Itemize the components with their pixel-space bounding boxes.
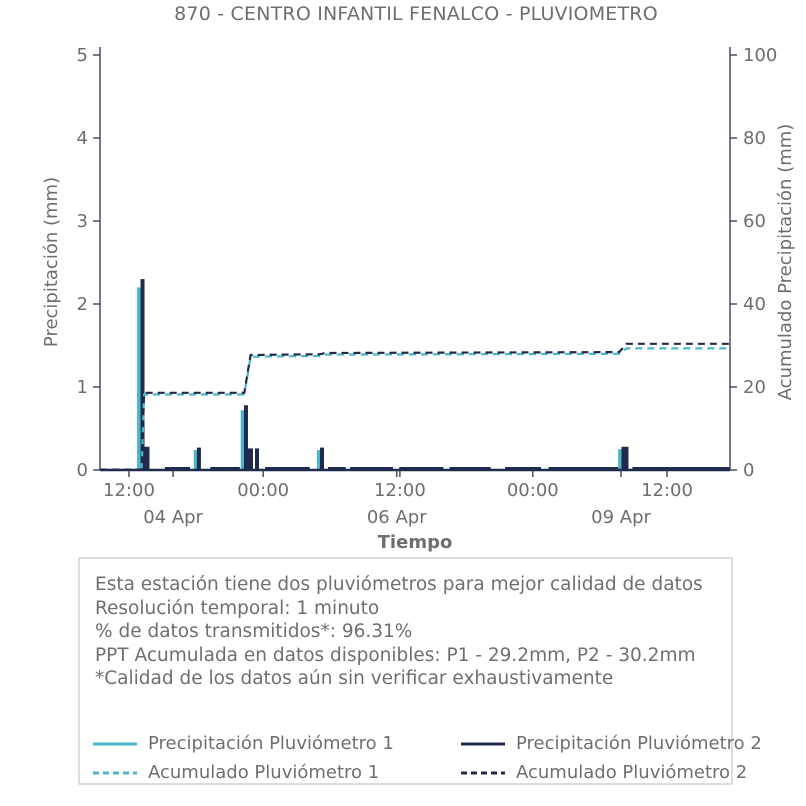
- info-line-accumulated: PPT Acumulada en datos disponibles: P1 -…: [95, 644, 696, 666]
- legend-label: Precipitación Pluviómetro 2: [516, 733, 762, 754]
- precip-bar: [142, 446, 150, 470]
- legend-line-sample-precip-p1: [93, 742, 137, 745]
- x-axis-title: Tiempo: [378, 532, 453, 553]
- x-time-tick-label: 00:00: [507, 480, 559, 501]
- micro-precip-bump: [449, 467, 491, 470]
- legend-item-acum-p1: Acumulado Pluviómetro 1: [90, 762, 458, 783]
- legend-line-sample-precip-p2: [461, 742, 505, 745]
- left-tick-label: 1: [77, 377, 88, 398]
- micro-precip-bump: [265, 467, 310, 470]
- micro-precip-bump: [350, 467, 393, 470]
- legend-label: Acumulado Pluviómetro 1: [148, 762, 380, 783]
- left-tick-label: 0: [77, 460, 88, 481]
- x-time-tick-label: 12:00: [103, 480, 155, 501]
- x-time-tick-label: 12:00: [641, 480, 693, 501]
- precip-bar: [244, 448, 253, 470]
- precip-bar: [140, 279, 145, 470]
- precip-bar: [193, 450, 199, 470]
- micro-precip-bump: [399, 467, 444, 470]
- info-line-resolution: Resolución temporal: 1 minuto: [95, 597, 380, 619]
- micro-precip-bump: [164, 467, 191, 470]
- legend-item-precip-p2: Precipitación Pluviómetro 2: [458, 733, 762, 754]
- legend-label: Acumulado Pluviómetro 2: [516, 762, 748, 783]
- station-info-box: Esta estación tiene dos pluviómetros par…: [78, 557, 762, 787]
- precip-bar: [196, 447, 201, 470]
- x-date-tick-label: 06 Apr: [367, 507, 427, 528]
- precipitation-chart: 0 1 2 3 4 5 0 20 40 60 80 100 12:00 00:00 12:00 00:00 12…: [41, 45, 796, 553]
- precip-bar: [243, 405, 248, 470]
- legend-label: Precipitación Pluviómetro 1: [148, 733, 394, 754]
- accumulated-line: [100, 342, 730, 471]
- right-tick-label: 20: [743, 377, 766, 398]
- legend-item-precip-p1: Precipitación Pluviómetro 1: [90, 733, 458, 754]
- x-date-tick-label: 04 Apr: [143, 507, 203, 528]
- precip-bar: [137, 287, 143, 470]
- station-info-lines: Esta estación tiene dos pluviómetros par…: [80, 559, 731, 691]
- micro-precip-bump: [328, 467, 346, 470]
- precip-bar: [316, 450, 322, 470]
- micro-precip-bump: [632, 467, 730, 470]
- chart-title: 870 - CENTRO INFANTIL FENALCO - PLUVIOME…: [174, 3, 658, 25]
- precip-bar: [240, 410, 246, 470]
- x-time-tick-label: 12:00: [374, 480, 426, 501]
- x-time-tick-label: 00:00: [237, 480, 289, 501]
- info-line-quality-note: *Calidad de los datos aún sin verificar …: [95, 668, 614, 690]
- precip-bar: [320, 447, 325, 470]
- right-tick-label: 60: [743, 211, 766, 232]
- right-tick-label: 100: [743, 45, 777, 66]
- legend-item-acum-p2: Acumulado Pluviómetro 2: [458, 762, 762, 783]
- chart-legend: Precipitación Pluviómetro 1 Precipitació…: [90, 729, 762, 787]
- micro-precip-bump: [505, 467, 541, 470]
- info-line-transmitted: % de datos transmitidos*: 96.31%: [95, 621, 413, 643]
- left-tick-label: 5: [77, 45, 88, 66]
- left-tick-label: 3: [77, 211, 88, 232]
- right-tick-label: 80: [743, 128, 766, 149]
- micro-precip-bump: [548, 467, 622, 470]
- left-axis-title: Precipitación (mm): [41, 177, 62, 347]
- precip-bar: [254, 448, 259, 470]
- info-line-pluviometers: Esta estación tiene dos pluviómetros par…: [95, 574, 703, 595]
- accumulated-line: [100, 347, 730, 471]
- left-tick-label: 4: [77, 128, 88, 149]
- left-tick-label: 2: [77, 294, 88, 315]
- precip-bar: [621, 446, 629, 470]
- legend-line-sample-acum-p1: [93, 771, 137, 774]
- right-tick-label: 0: [743, 460, 754, 481]
- right-axis-title: Acumulado Precipitación (mm): [775, 124, 796, 401]
- right-tick-label: 40: [743, 294, 766, 315]
- legend-line-sample-acum-p2: [461, 771, 505, 774]
- x-date-tick-label: 09 Apr: [591, 507, 651, 528]
- micro-precip-bump: [210, 467, 240, 470]
